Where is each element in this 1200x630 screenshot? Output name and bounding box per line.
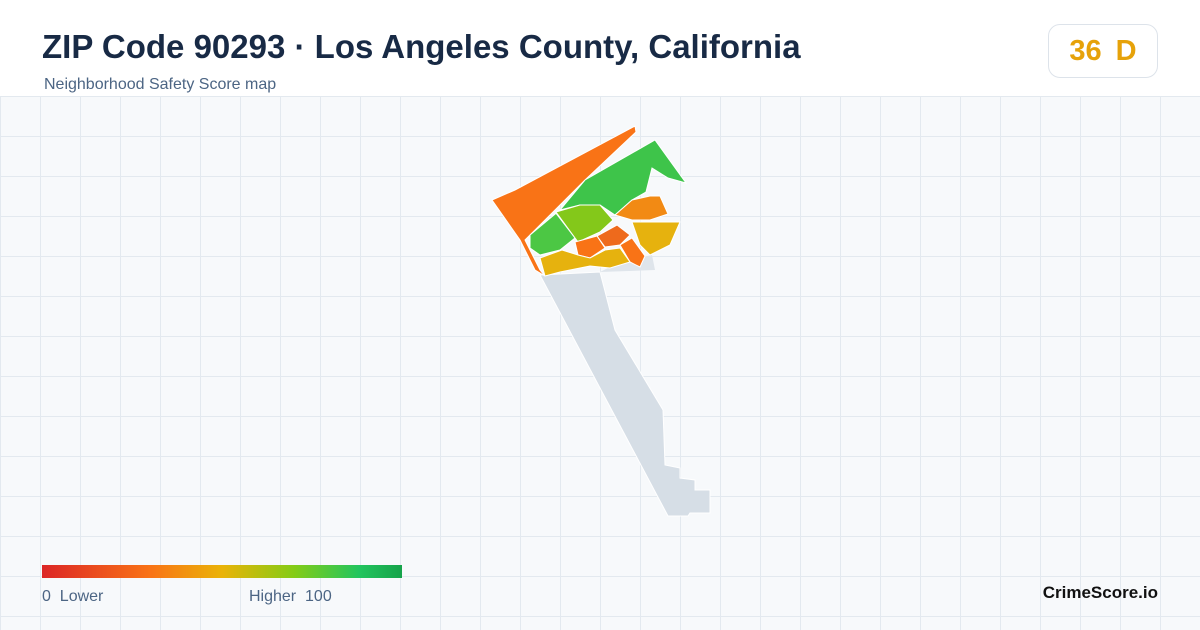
brand: CrimeScore.io [1042,583,1158,602]
area [529,209,576,256]
area [539,247,631,277]
area [631,221,681,256]
score-grade: D [1115,34,1137,67]
legend-max-value: 100 [305,588,332,605]
legend-max: Higher 100 [249,588,332,606]
legend-min-label: Lower [59,588,104,605]
legend-min: 0 Lower [42,588,103,606]
score-value: 36 [1069,34,1102,67]
title: ZIP Code 90293 · Los Angeles County, Cal… [42,28,801,65]
legend-max-label: Higher [249,588,297,605]
area [613,195,669,221]
legend-gradient [42,565,402,578]
subtitle: Neighborhood Safety Score map [44,76,277,93]
legend-min-value: 0 [42,588,51,605]
area [574,235,606,259]
score-badge: 36 D [1048,24,1158,78]
header: ZIP Code 90293 · Los Angeles County, Cal… [0,0,1200,96]
zip-outline [539,271,711,517]
